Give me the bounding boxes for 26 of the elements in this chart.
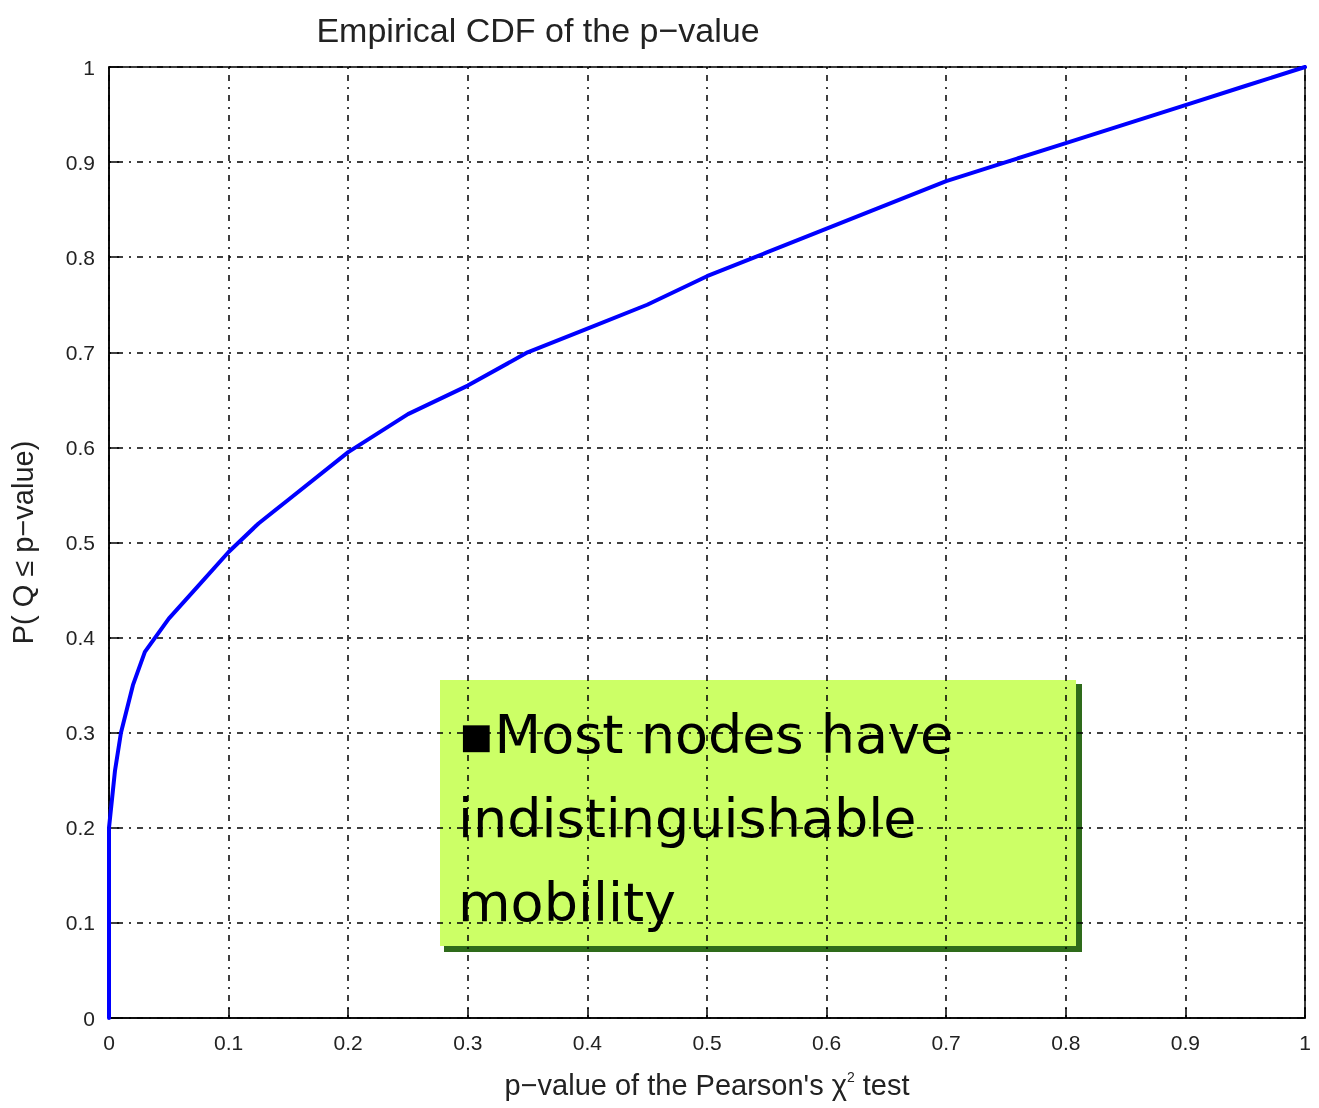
- x-tick-label: 0.2: [333, 1031, 363, 1054]
- y-tick-label: 0.8: [65, 245, 95, 269]
- x-tick-label: 0.5: [692, 1031, 722, 1054]
- chart-title: Empirical CDF of the p−value: [316, 11, 760, 49]
- y-tick-label: 0.2: [65, 816, 95, 840]
- y-tick-label: 0.6: [65, 435, 95, 459]
- y-axis-title: P( Q ≤ p−value): [6, 440, 39, 645]
- x-tick-label: 0: [103, 1031, 115, 1054]
- annotation: ▪Most nodes have indistinguishable mobility: [458, 702, 971, 934]
- x-tick-label: 0.9: [1170, 1031, 1200, 1054]
- x-tick-label: 0.4: [572, 1031, 603, 1054]
- x-tick-label: 0.6: [812, 1031, 842, 1054]
- y-tick-label: 0.3: [65, 721, 95, 745]
- y-tick-label: 0: [83, 1006, 95, 1030]
- line-series: [107, 65, 1307, 1020]
- y-tick-label: 0.7: [65, 340, 95, 364]
- y-tick-label: 1: [83, 55, 95, 79]
- y-tick-label: 0.9: [65, 150, 95, 174]
- y-tick-label: 0.4: [65, 626, 96, 650]
- x-tick-label: 0.3: [453, 1031, 483, 1054]
- x-tick-label: 0.8: [1051, 1031, 1081, 1054]
- y-tick-label: 0.5: [65, 531, 95, 554]
- y-tick-label: 0.1: [65, 911, 95, 935]
- x-tick-label: 0.7: [931, 1031, 961, 1054]
- x-tick-label: 1: [1299, 1031, 1311, 1054]
- x-tick-label: 0.1: [214, 1031, 244, 1054]
